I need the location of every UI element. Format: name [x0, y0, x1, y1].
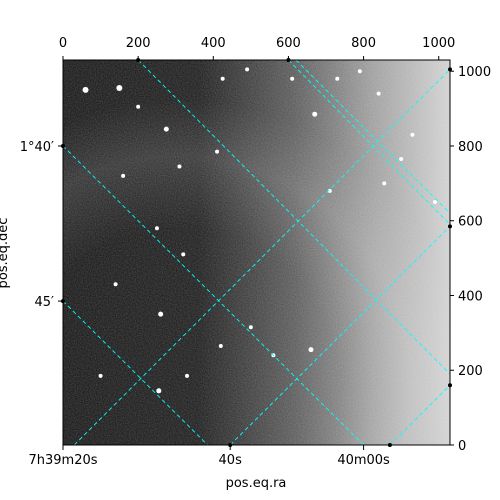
grid-line-2 — [63, 145, 364, 445]
grid-line-7 — [229, 226, 450, 445]
axis-ticks: 0 200 400 600 800 1000 0 200 400 600 800 1000 7h39m2… — [20, 36, 491, 468]
grid-marker-7 — [61, 143, 65, 148]
grid-line-1 — [288, 60, 450, 225]
star-18 — [184, 373, 189, 378]
star-28 — [136, 104, 141, 109]
star-8 — [376, 91, 381, 96]
grid-line-0 — [137, 60, 450, 375]
grid-marker-3 — [448, 224, 452, 229]
star-21 — [399, 157, 404, 162]
star-23 — [245, 67, 250, 72]
top-tick-label-4: 800 — [351, 36, 376, 51]
star-19 — [156, 388, 162, 394]
star-6 — [335, 76, 340, 81]
grid-line-6 — [73, 69, 450, 445]
right-tick-label-2: 400 — [458, 289, 483, 304]
right-tick-label-4: 800 — [458, 140, 483, 155]
star-5 — [312, 111, 318, 117]
ra-tick-label-2: 40m00s — [337, 453, 390, 468]
star-11 — [121, 173, 126, 178]
grid-line-5 — [295, 60, 450, 214]
grid-marker-8 — [61, 299, 65, 304]
star-2 — [163, 126, 169, 132]
star-3 — [177, 164, 182, 169]
y-axis-label: pos.eq.dec — [0, 218, 11, 289]
dec-tick-label-0: 1°40′ — [20, 140, 54, 155]
top-tick-label-2: 400 — [201, 36, 226, 51]
grid-marker-1 — [286, 58, 291, 62]
top-tick-label-0: 0 — [59, 36, 67, 51]
right-tick-label-3: 600 — [458, 215, 483, 230]
grid-line-8 — [389, 384, 450, 445]
star-27 — [410, 132, 415, 137]
star-12 — [154, 226, 159, 231]
sky-image — [63, 60, 450, 445]
top-tick-label-5: 1000 — [422, 36, 455, 51]
star-10 — [215, 149, 220, 154]
grid-line-3 — [63, 300, 208, 445]
dec-tick-label-1: 45′ — [35, 295, 55, 310]
star-13 — [113, 282, 118, 287]
star-4 — [220, 76, 225, 81]
ra-tick-label-0: 7h39m20s — [28, 453, 97, 468]
star-20 — [98, 373, 103, 378]
star-22 — [382, 181, 387, 186]
star-17 — [218, 343, 223, 348]
star-15 — [248, 325, 253, 330]
star-9 — [327, 188, 332, 193]
coordinate-grid — [63, 60, 450, 445]
star-29 — [290, 76, 295, 81]
top-tick-label-1: 200 — [126, 36, 151, 51]
right-tick-label-0: 0 — [458, 439, 466, 454]
right-tick-label-5: 1000 — [458, 65, 491, 80]
top-tick-label-3: 600 — [276, 36, 301, 51]
star-14 — [158, 311, 164, 317]
star-16 — [308, 347, 314, 353]
star-0 — [82, 86, 89, 93]
star-7 — [357, 69, 362, 74]
star-24 — [432, 200, 437, 205]
star-1 — [116, 85, 123, 92]
star-field — [82, 67, 437, 394]
grid-marker-0 — [136, 58, 141, 62]
plot-frame — [62, 59, 451, 446]
x-axis-label: pos.eq.ra — [226, 476, 287, 491]
grid-marker-2 — [448, 67, 452, 72]
star-26 — [181, 252, 186, 257]
ra-tick-label-1: 40s — [219, 453, 243, 468]
grid-marker-5 — [228, 443, 233, 447]
grid-marker-6 — [387, 443, 392, 447]
grid-marker-4 — [448, 383, 452, 388]
right-tick-label-1: 200 — [458, 364, 483, 379]
